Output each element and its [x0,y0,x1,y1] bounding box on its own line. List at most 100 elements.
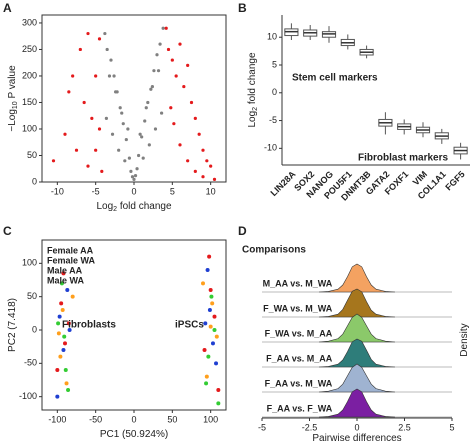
point [147,143,151,147]
annotation: Fibroblasts [62,320,116,331]
x-tick-label: LIN28A [268,169,297,198]
point [124,137,128,142]
panel-letter: A [3,1,12,15]
point [143,119,147,123]
point [205,268,210,272]
y-tick-label: 0 [32,176,37,186]
point [56,331,61,336]
label-part: 2 [113,206,117,213]
point [153,127,158,131]
y-tick-label: -5 [269,115,277,125]
label-part: 10 [12,101,19,109]
point [193,169,197,173]
point [94,148,98,152]
ridge-label: F_AA vs. F_WA [267,403,333,413]
panel-letter: D [238,224,247,238]
point [118,106,122,110]
point [66,388,71,392]
annotation: Stem cell markers [292,73,378,84]
x-tick-label: -2.5 [302,422,318,432]
point [207,308,212,312]
point [214,334,219,339]
point [109,58,113,62]
y-axis-label: Density [459,323,470,356]
point [214,361,219,366]
x-tick-label: 5 [170,186,175,196]
point [152,69,156,73]
x-tick-label: 100 [203,414,218,424]
point [210,301,215,306]
point [133,174,138,178]
point [137,153,141,158]
x-axis-label: PC1 (50.924%) [100,429,168,440]
point [174,74,178,78]
point [67,328,72,332]
point [205,159,209,163]
point [186,159,190,163]
point [146,100,150,105]
density-ridge [318,388,396,418]
point [61,271,66,276]
label-part: PC1 (50.924%) [100,429,168,440]
point [90,116,94,120]
legend-entry: Male WA [47,275,85,285]
point [178,42,182,46]
point [172,122,176,126]
legend-title: Comparisons [242,245,306,256]
density-ridge [318,363,396,393]
point [178,143,182,147]
point [55,368,60,372]
y-tick-label: 300 [22,17,37,27]
point [209,164,213,168]
point [210,341,215,346]
point [62,334,67,339]
x-tick-label: 2.5 [398,422,411,432]
point [144,106,148,110]
point [78,47,82,52]
y-tick-label: 0 [32,324,37,334]
y-tick-label: 250 [22,44,37,54]
point [186,63,190,67]
y-tick-label: 200 [22,70,37,80]
point [141,156,145,160]
label-part: −Log [7,109,18,132]
point [161,26,165,30]
point [59,301,64,306]
point [103,31,107,36]
point [197,132,201,136]
point [66,321,71,326]
legend-entry: Female WA [47,255,96,265]
point [202,348,207,352]
point [140,135,144,139]
point [86,164,90,168]
label-part: Log [96,201,113,212]
point [189,100,194,105]
point [97,37,102,41]
y-tick-label: -100 [19,391,37,401]
density-ridge [318,263,396,293]
point [158,42,162,46]
point [208,288,213,292]
point [63,368,68,372]
point [55,394,60,399]
point [201,281,205,286]
point [206,354,211,359]
y-tick-label: -50 [24,358,37,368]
point [82,100,86,105]
ridge-label: F_WA vs. M_WA [263,303,333,313]
point [127,156,131,160]
point [121,122,125,126]
point [166,47,171,52]
point [150,84,154,89]
label-part: 2 [252,107,259,111]
point [56,321,61,326]
y-tick-label: 50 [27,150,37,160]
legend-entry: Male AA [47,265,83,275]
y-tick-label: 10 [267,32,277,42]
x-tick-label: -50 [89,414,102,424]
point [117,148,121,152]
x-tick-label: -5 [92,186,100,196]
panel-letter: B [238,1,247,15]
ridge-label: F_AA vs. M_AA [266,353,333,363]
